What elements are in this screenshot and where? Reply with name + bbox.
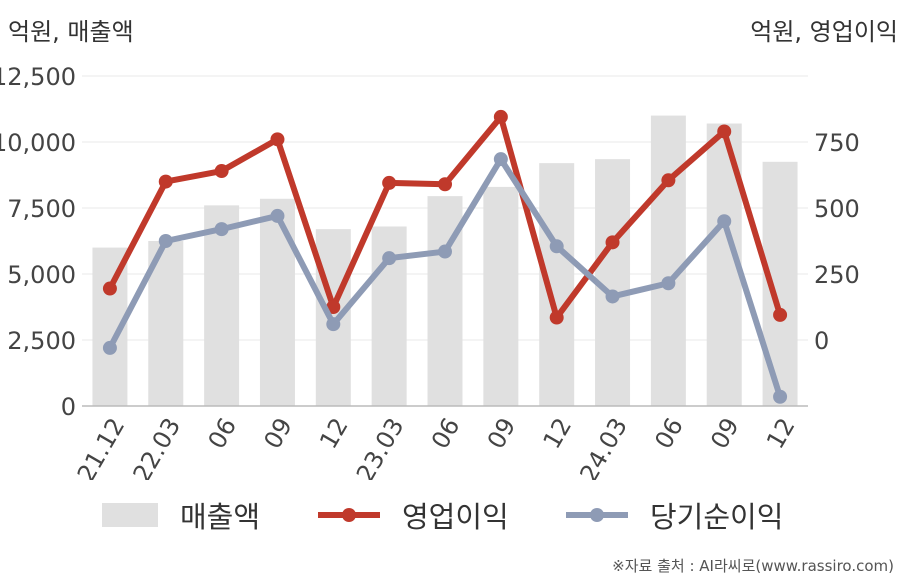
point-net [102, 340, 117, 355]
right-axis-unit-label: 억원, 영업이익 [750, 18, 898, 46]
y-left-tick-label: 5,000 [7, 261, 76, 289]
x-tick-label: 12 [761, 413, 801, 453]
x-tick-label: 21.12 [72, 413, 131, 480]
point-net [158, 234, 173, 248]
y-left-tick-label: 10,000 [0, 129, 76, 157]
legend-swatch-operating [318, 508, 380, 522]
point-operating [661, 173, 676, 188]
x-tick-label: 12 [314, 413, 354, 453]
y-right-tick-label: 250 [814, 261, 860, 289]
x-tick-label: 06 [649, 413, 689, 453]
y-left-tick-label: 2,500 [7, 327, 76, 355]
legend-item-net: 당기순이익 [566, 490, 783, 540]
x-tick-label: 09 [482, 413, 522, 453]
x-tick-label: 22.03 [128, 413, 187, 480]
point-net [382, 251, 397, 266]
point-operating [102, 281, 117, 296]
x-tick-label: 09 [705, 413, 745, 453]
point-net [549, 239, 564, 254]
point-net [270, 208, 285, 223]
x-tick-label: 24.03 [574, 413, 633, 480]
point-net [326, 317, 341, 332]
point-operating [493, 109, 508, 124]
legend-item-revenue: 매출액 [102, 490, 260, 540]
y-left-tick-label: 0 [61, 393, 76, 421]
legend-item-operating: 영업이익 [318, 490, 509, 540]
point-operating [382, 175, 397, 190]
legend-label-operating: 영업이익 [402, 500, 509, 534]
x-tick-label: 09 [258, 413, 298, 453]
point-net [717, 214, 732, 229]
point-net [214, 222, 229, 237]
x-tick-label: 23.03 [351, 413, 410, 480]
bar-revenue [483, 186, 519, 406]
point-net [661, 276, 676, 291]
y-right-tick-label: 0 [814, 327, 829, 355]
left-axis-unit-label: 억원, 매출액 [8, 18, 134, 46]
x-tick-label: 06 [203, 413, 243, 453]
point-net [493, 152, 508, 167]
combo-chart: 0 2,500 5,000 7,500 10,000 12,500 0 250 500 750 21… [0, 63, 860, 480]
y-left-tick-label: 7,500 [7, 195, 76, 223]
bar-revenue [204, 205, 240, 406]
legend: 매출액 영업이익 당기순이익 [0, 490, 908, 540]
point-operating [773, 307, 788, 322]
point-net [438, 244, 452, 259]
point-operating [605, 235, 620, 250]
point-operating [549, 310, 564, 325]
y-left-tick-label: 12,500 [0, 63, 76, 91]
bar-revenue [259, 198, 295, 406]
point-operating [214, 164, 229, 179]
legend-label-revenue: 매출액 [180, 500, 261, 534]
x-tick-label: 06 [426, 413, 466, 453]
y-right-tick-label: 500 [814, 195, 860, 223]
point-net [605, 289, 620, 304]
point-operating [438, 177, 452, 192]
legend-swatch-revenue [102, 503, 158, 527]
x-tick-label: 12 [538, 413, 578, 453]
legend-swatch-net [566, 508, 628, 522]
point-operating [270, 132, 285, 147]
legend-label-net: 당기순이익 [650, 500, 784, 534]
point-net [773, 389, 788, 404]
point-operating [326, 300, 341, 314]
point-operating [717, 124, 732, 139]
bar-revenue [650, 115, 686, 406]
point-operating [158, 174, 173, 189]
source-note: ※자료 출처 : AI라씨로(www.rassiro.com) [612, 557, 894, 575]
y-right-tick-label: 750 [814, 129, 860, 157]
